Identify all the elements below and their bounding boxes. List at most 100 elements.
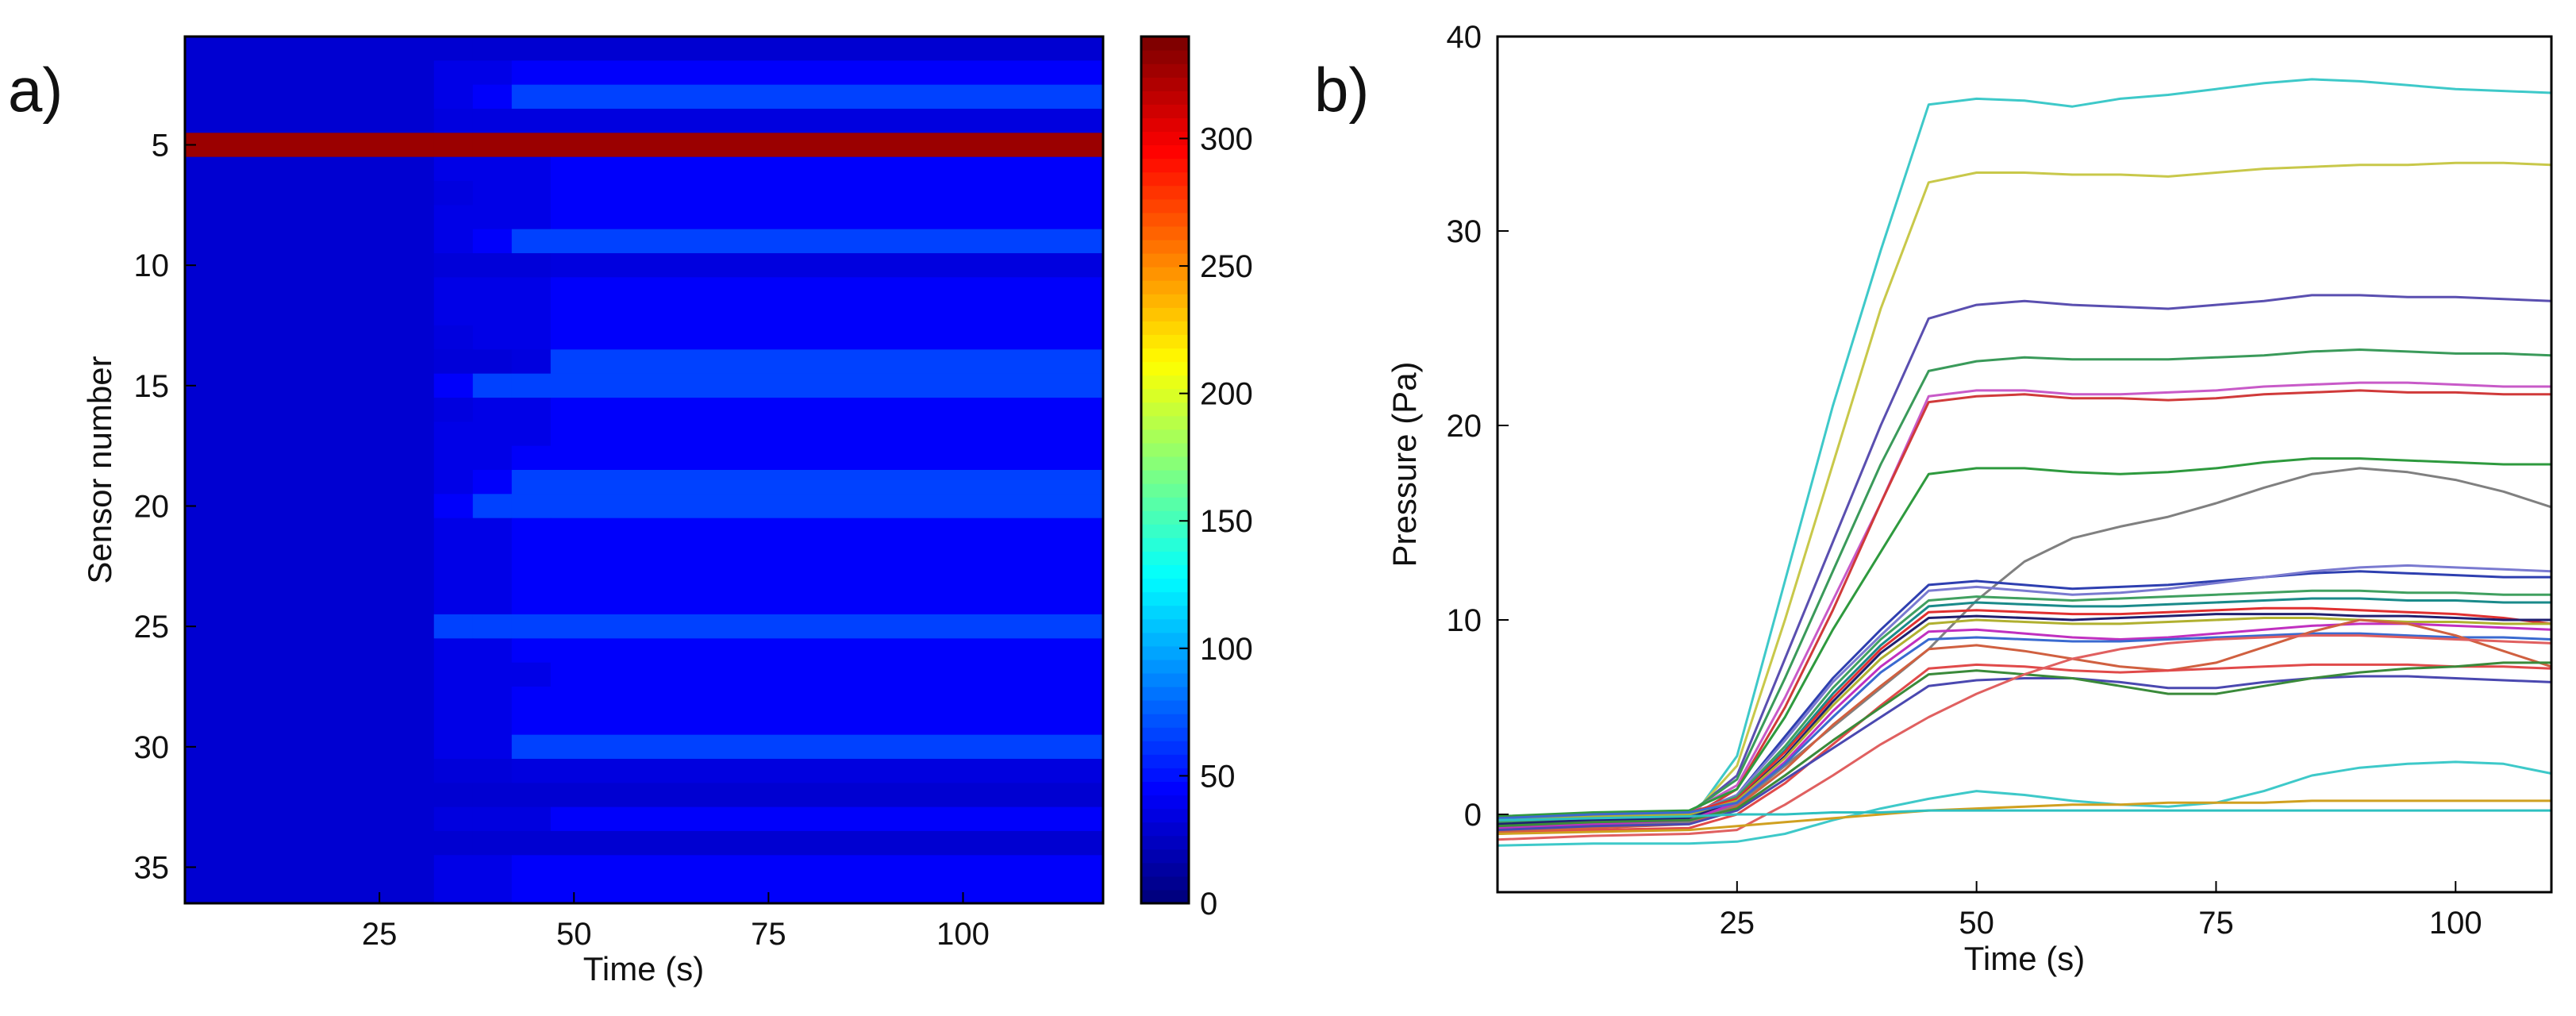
heatmap-cell <box>550 518 1104 543</box>
colorbar-band <box>1141 294 1189 308</box>
heatmap-cell <box>185 806 435 832</box>
heatmap-x-tick-label: 50 <box>556 917 592 952</box>
heatmap-cell <box>511 687 552 711</box>
line-x-tick-label: 75 <box>2198 906 2234 941</box>
heatmap-cell <box>550 855 1104 880</box>
heatmap-cell <box>185 542 435 567</box>
line-x-tick-label: 50 <box>1959 906 1994 941</box>
heatmap-cell <box>511 831 552 856</box>
heatmap-cell <box>550 156 1104 182</box>
heatmap-cell <box>472 879 513 904</box>
heatmap-cell <box>511 325 552 350</box>
heatmap-cell <box>550 325 1104 350</box>
colorbar-band <box>1141 510 1189 525</box>
colorbar-band <box>1141 321 1189 335</box>
colorbar-band <box>1141 212 1189 227</box>
heatmap-cell <box>472 398 513 422</box>
heatmap-cell <box>550 879 1104 904</box>
colorbar-band <box>1141 687 1189 701</box>
heatmap-cell <box>550 734 1104 760</box>
heatmap-cell <box>472 277 513 302</box>
heatmap-cell <box>433 518 474 543</box>
heatmap-cell <box>511 398 552 422</box>
line-series-s10 <box>1497 564 2552 822</box>
line-y-tick-label: 0 <box>1464 798 1482 833</box>
heatmap-cell <box>185 734 435 760</box>
heatmap-cell <box>433 277 474 302</box>
heatmap-cell <box>472 831 513 856</box>
heatmap-cell <box>511 734 552 760</box>
heatmap-cell <box>185 60 435 86</box>
heatmap-cell <box>185 181 435 206</box>
colorbar-band <box>1141 334 1189 349</box>
heatmap-cell <box>550 445 1104 471</box>
heatmap-cell <box>511 301 552 326</box>
colorbar-band <box>1141 131 1189 146</box>
heatmap-cell <box>511 638 552 664</box>
heatmap-cell <box>433 253 474 278</box>
line-series-s7 <box>1497 457 2551 818</box>
heatmap-cell <box>472 638 513 664</box>
heatmap-cell <box>511 566 552 591</box>
heatmap-cell <box>550 421 1104 447</box>
colorbar-band <box>1141 862 1189 877</box>
heatmap-cell <box>472 494 513 519</box>
heatmap-cell <box>550 181 1104 206</box>
line-series-s11 <box>1497 589 2551 824</box>
heatmap-cell <box>433 879 474 904</box>
heatmap-cell <box>185 253 435 278</box>
heatmap-frame <box>183 35 1105 905</box>
heatmap-cell <box>550 566 1104 591</box>
heatmap-cell <box>433 710 474 736</box>
heatmap-cell <box>511 253 552 278</box>
heatmap-cell <box>472 301 513 326</box>
line-series-s5 <box>1497 381 2551 820</box>
heatmap-cell <box>185 109 435 133</box>
heatmap-cell <box>433 734 474 760</box>
heatmap-cell <box>550 806 1104 832</box>
colorbar-band <box>1141 578 1189 593</box>
colorbar-band <box>1141 470 1189 484</box>
line-series-s15 <box>1497 617 2551 822</box>
heatmap-cell <box>472 566 513 591</box>
colorbar-band <box>1141 727 1189 741</box>
colorbar-frame <box>1140 35 1190 905</box>
line-series-s25 <box>1497 809 2551 822</box>
heatmap-cell <box>433 301 474 326</box>
line-frame <box>1496 35 2553 894</box>
heatmap-cell <box>185 566 435 591</box>
heatmap-cell <box>550 614 1104 639</box>
heatmap-cell <box>433 421 474 447</box>
line-series-s24 <box>1497 799 2551 835</box>
heatmap-cell <box>550 398 1104 422</box>
colorbar-band <box>1141 267 1189 281</box>
panel-b-label: b) <box>1314 55 1369 125</box>
colorbar-band <box>1141 497 1189 511</box>
colorbar-band <box>1141 741 1189 755</box>
heatmap-cell <box>472 373 513 398</box>
heatmap-x-tick-label: 75 <box>751 917 786 952</box>
heatmap-cell <box>433 60 474 86</box>
colorbar-ticks: 0 50 100 150 200 250 300 <box>1179 121 1253 922</box>
panel-a-label: a) <box>8 55 63 125</box>
heatmap-cell <box>433 373 474 398</box>
colorbar-band <box>1141 239 1189 254</box>
colorbar-band <box>1141 348 1189 363</box>
colorbar-band <box>1141 551 1189 566</box>
line-y-tick-label: 20 <box>1447 409 1482 444</box>
colorbar-band <box>1141 104 1189 118</box>
heatmap-cell <box>511 542 552 567</box>
heatmap-cell <box>433 470 474 495</box>
heatmap-cell <box>472 133 513 158</box>
heatmap-cell <box>550 590 1104 615</box>
heatmap-cell <box>185 398 435 422</box>
heatmap-cell <box>433 109 474 133</box>
heatmap-cell <box>472 181 513 206</box>
heatmap-cell <box>550 831 1104 856</box>
line-y-label: Pressure (Pa) <box>1386 361 1423 567</box>
colorbar-band <box>1141 37 1189 51</box>
line-x-tick-label: 25 <box>1720 906 1755 941</box>
heatmap-cell <box>550 37 1104 61</box>
colorbar-band <box>1141 90 1189 105</box>
line-series-s19 <box>1497 663 2552 835</box>
